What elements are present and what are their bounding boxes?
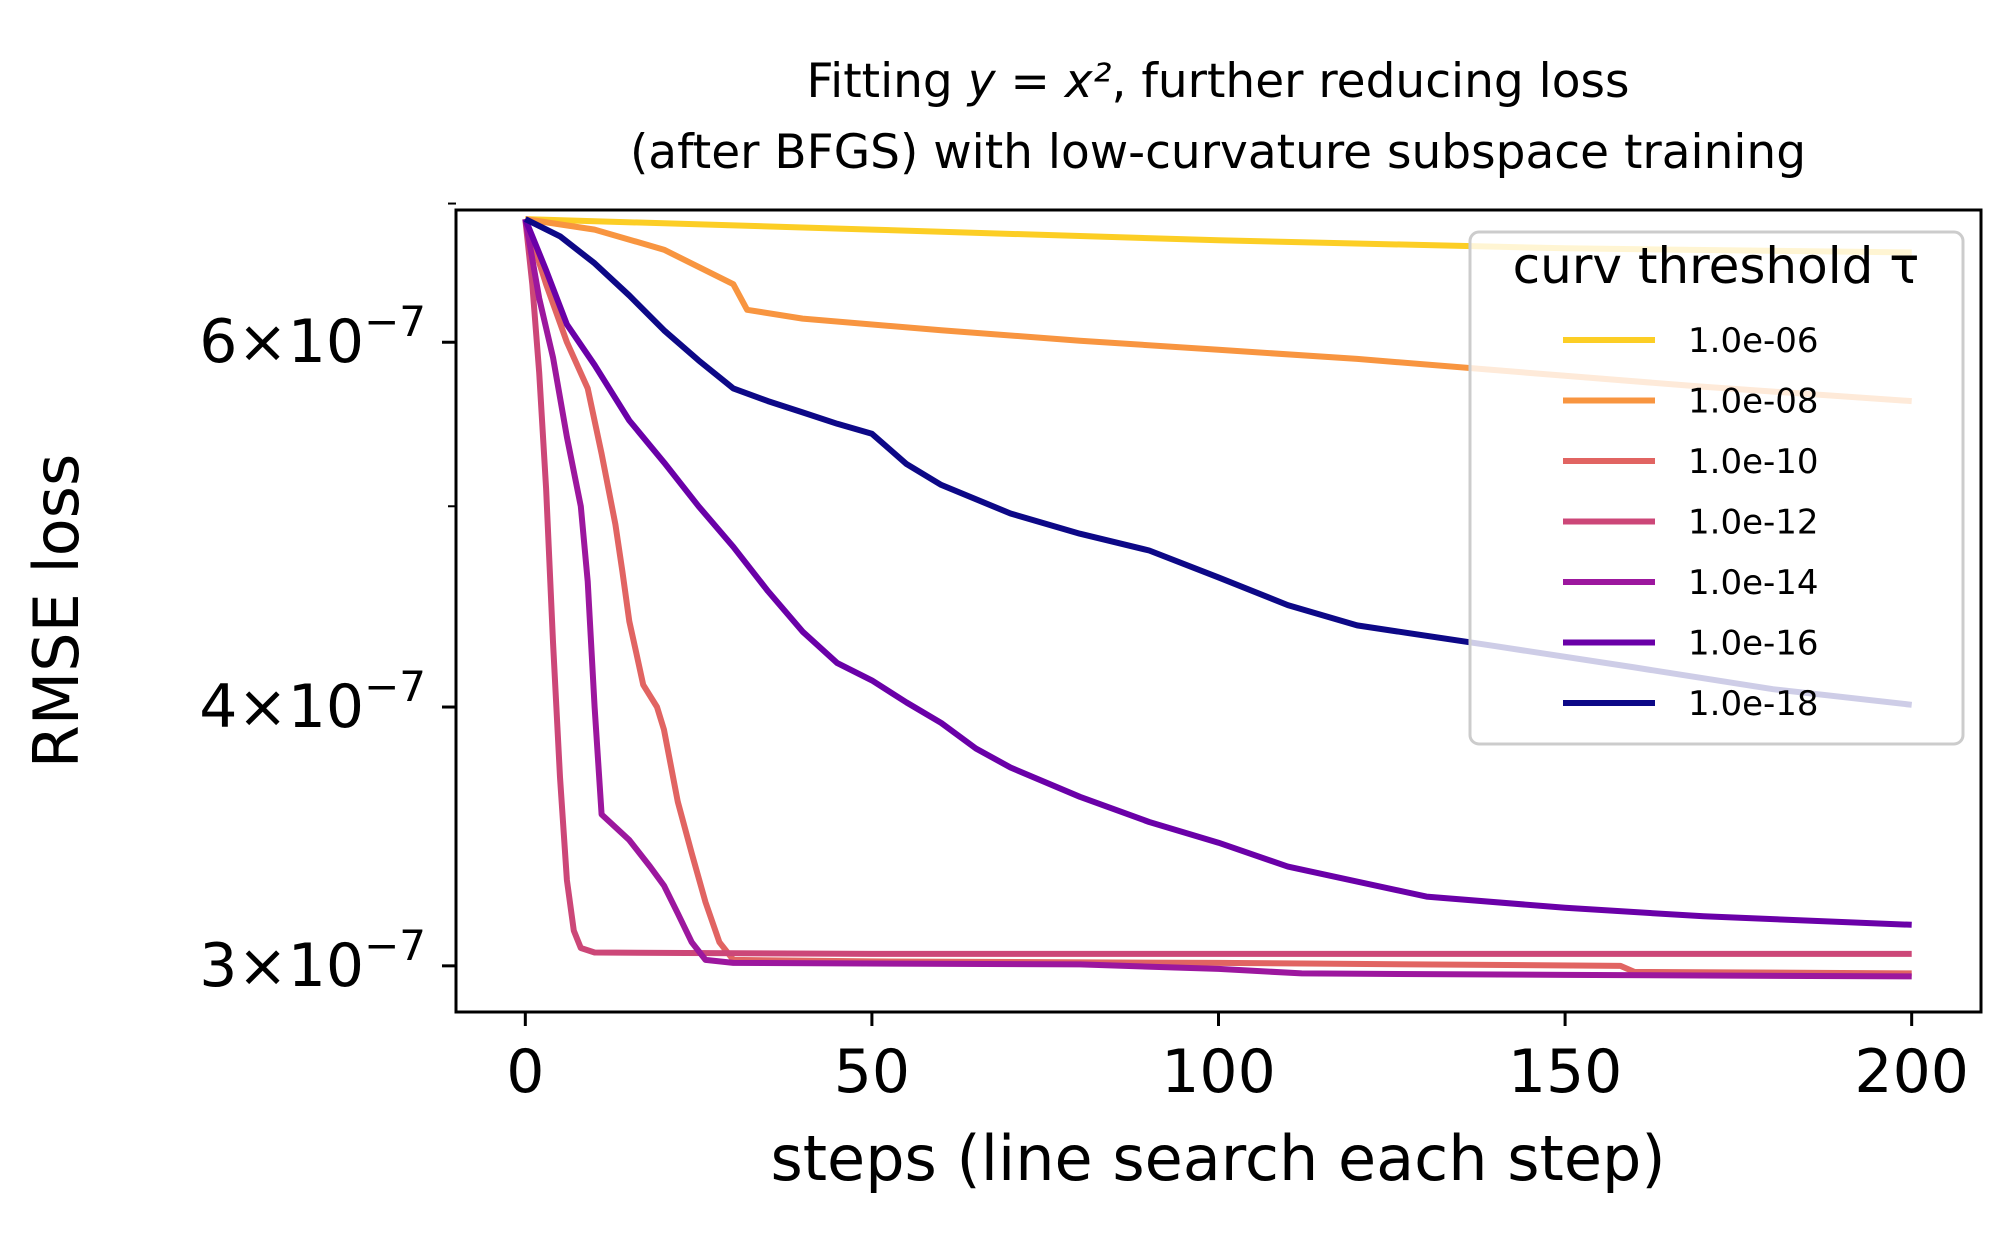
x-tick-label: 0: [506, 1037, 544, 1107]
legend-label-1.0e-14: 1.0e-14: [1688, 563, 1819, 603]
series-line-1.0e-14: [522, 218, 1912, 980]
series-line-1.0e-18: [523, 216, 1913, 708]
y-tick-label: 6×10−7: [199, 297, 426, 377]
chart-title-line1: Fitting y = x², further reducing loss: [807, 54, 1630, 109]
x-tick-label: 50: [834, 1037, 910, 1107]
legend: curv threshold τ 1.0e-061.0e-081.0e-101.…: [1468, 230, 1965, 746]
y-tick-label: 3×10−7: [199, 921, 426, 1001]
legend-label-1.0e-06: 1.0e-06: [1688, 321, 1819, 361]
series-layer: [522, 216, 1913, 980]
x-axis-label: steps (line search each step): [770, 1122, 1665, 1195]
x-tick-label: 150: [1508, 1037, 1623, 1107]
x-axis: 0 50 100 150 200: [506, 1012, 1969, 1107]
y-tick-label: 4×10−7: [199, 662, 426, 742]
y-axis-label: RMSE loss: [20, 454, 93, 769]
y-axis: 3×10−7 4×10−7 6×10−7: [199, 202, 456, 1001]
legend-label-1.0e-12: 1.0e-12: [1688, 503, 1819, 543]
legend-title: curv threshold τ: [1513, 237, 1920, 295]
legend-items: 1.0e-06 1.0e-08 1.0e-10 1.0e-12 1.0e-14 1.0e-…: [1563, 321, 1819, 724]
x-tick-label: 200: [1854, 1037, 1969, 1107]
x-tick-label: 100: [1161, 1037, 1276, 1107]
legend-label-1.0e-16: 1.0e-16: [1688, 624, 1819, 664]
legend-label-1.0e-10: 1.0e-10: [1688, 442, 1819, 482]
series-line-1.0e-16: [522, 217, 1912, 928]
series-line-1.0e-12: [522, 218, 1912, 957]
legend-label-1.0e-18: 1.0e-18: [1688, 684, 1819, 724]
legend-box: [1468, 230, 1965, 746]
legend-label-1.0e-08: 1.0e-08: [1688, 382, 1819, 422]
chart-title-line2: (after BFGS) with low-curvature subspace…: [630, 125, 1806, 180]
